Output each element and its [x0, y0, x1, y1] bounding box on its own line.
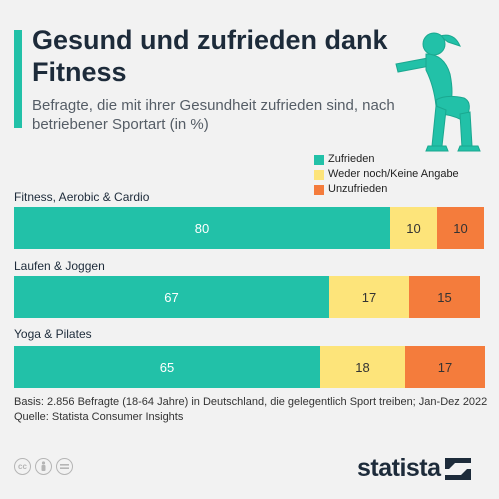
nd-icon[interactable] [56, 458, 73, 475]
chart-subtitle: Befragte, die mit ihrer Gesundheit zufri… [32, 97, 395, 133]
category-label: Laufen & Joggen [14, 259, 105, 273]
license-icons: cc [14, 458, 73, 475]
statista-logo-icon [444, 457, 471, 480]
legend-label: Weder noch/Keine Angabe [328, 168, 459, 180]
legend-label: Zufrieden [328, 153, 375, 165]
cc-icon[interactable]: cc [14, 458, 31, 475]
accent-bar [14, 30, 22, 128]
legend-label: Unzufrieden [328, 183, 388, 195]
data-label: 17 [361, 289, 377, 305]
bar-segment: 80 [14, 207, 390, 249]
category-label: Yoga & Pilates [14, 327, 92, 341]
bar-segment: 65 [14, 346, 320, 388]
bar-segment: 17 [405, 346, 485, 388]
basis-note: Basis: 2.856 Befragte (18-64 Jahre) in D… [14, 396, 488, 408]
data-label: 10 [406, 220, 421, 236]
legend: Zufrieden Weder noch/Keine Angabe Unzufr… [314, 152, 459, 197]
bar-segment: 67 [14, 276, 329, 318]
data-label: 15 [437, 289, 452, 305]
person-squat-icon [395, 32, 481, 152]
legend-swatch [314, 184, 324, 195]
data-label: 80 [194, 220, 210, 236]
data-label: 65 [159, 359, 175, 375]
by-icon[interactable] [35, 458, 52, 475]
bar-segment: 10 [390, 207, 437, 249]
legend-swatch [314, 169, 324, 180]
bar-segment: 15 [409, 276, 480, 318]
data-label: 67 [164, 289, 179, 305]
data-label: 18 [355, 359, 370, 375]
legend-swatch [314, 154, 324, 165]
statista-logo[interactable]: statista [357, 454, 471, 483]
chart-title: Gesund und zufrieden dank Fitness [32, 25, 388, 87]
data-label: 17 [437, 359, 453, 375]
category-label: Fitness, Aerobic & Cardio [14, 190, 150, 204]
footer-notes: Basis: 2.856 Befragte (18-64 Jahre) in D… [14, 395, 494, 425]
logo-text: statista [357, 454, 441, 482]
bar-segment: 10 [437, 207, 484, 249]
data-label: 10 [453, 220, 468, 236]
bar-segment: 18 [320, 346, 405, 388]
bar-segment: 17 [329, 276, 409, 318]
legend-item-unzufrieden: Unzufrieden [314, 182, 459, 197]
source-note: Quelle: Statista Consumer Insights [14, 411, 184, 423]
legend-item-zufrieden: Zufrieden [314, 152, 459, 167]
legend-item-weder: Weder noch/Keine Angabe [314, 167, 459, 182]
